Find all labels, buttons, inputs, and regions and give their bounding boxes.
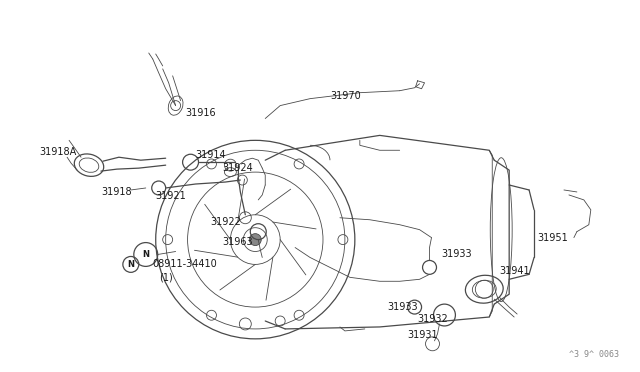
Text: (1): (1) bbox=[159, 272, 172, 282]
Text: ^3 9^ 0063: ^3 9^ 0063 bbox=[569, 350, 619, 359]
Text: 31914: 31914 bbox=[196, 150, 226, 160]
Text: 31951: 31951 bbox=[537, 232, 568, 243]
Text: 31921: 31921 bbox=[156, 191, 186, 201]
Text: 08911-34410: 08911-34410 bbox=[153, 259, 218, 269]
Text: 31916: 31916 bbox=[186, 108, 216, 118]
Text: 31924: 31924 bbox=[223, 163, 253, 173]
Text: N: N bbox=[142, 250, 149, 259]
Text: 31931: 31931 bbox=[408, 330, 438, 340]
Text: 31970: 31970 bbox=[330, 91, 361, 101]
Text: 31963: 31963 bbox=[223, 237, 253, 247]
Text: 31933: 31933 bbox=[388, 302, 419, 312]
Text: 31918A: 31918A bbox=[39, 147, 76, 157]
Text: 31941: 31941 bbox=[499, 266, 530, 276]
Text: N: N bbox=[127, 260, 134, 269]
Circle shape bbox=[250, 234, 261, 246]
Text: 31918: 31918 bbox=[101, 187, 132, 197]
Text: 31933: 31933 bbox=[442, 250, 472, 260]
Text: 31922: 31922 bbox=[211, 217, 241, 227]
Text: 31932: 31932 bbox=[417, 314, 449, 324]
